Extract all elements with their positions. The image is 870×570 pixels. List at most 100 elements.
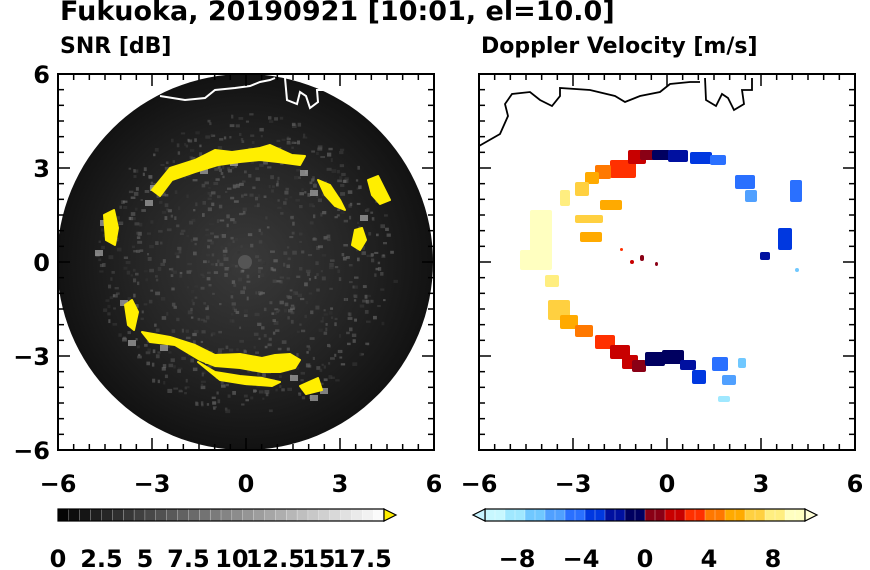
- velocity-echo-cell: [600, 200, 622, 210]
- velocity-colorbar-extend-min: [471, 508, 486, 522]
- snr-colorbar-bin: [296, 508, 309, 522]
- snr-ytick-label: −3: [13, 343, 50, 371]
- velocity-colorbar-bin: [534, 508, 546, 522]
- velocity-colorbar-extend-max: [804, 508, 819, 522]
- snr-colorbar-bin: [220, 508, 233, 522]
- velocity-echo-cell: [710, 155, 726, 165]
- snr-colorbar-bin: [340, 508, 352, 522]
- snr-xtick-label: 3: [332, 470, 349, 498]
- velocity-colorbar-bin: [754, 508, 766, 522]
- velocity-echo-cell: [645, 352, 665, 366]
- velocity-echo-cell: [575, 182, 589, 196]
- velocity-xtick-label: −6: [461, 470, 498, 498]
- snr-colorbar-bin: [101, 508, 113, 522]
- snr-ytick-label: 3: [33, 155, 50, 183]
- velocity-echo-cell: [668, 150, 688, 162]
- snr-colorbar-bin: [90, 508, 102, 522]
- velocity-colorbar-bin: [794, 508, 806, 522]
- radar-site-marker: [238, 255, 252, 269]
- velocity-panel-title: Doppler Velocity [m/s]: [481, 34, 758, 59]
- velocity-xtick-label: −3: [555, 470, 592, 498]
- snr-colorbar-bin: [144, 508, 157, 522]
- velocity-echo-cell: [680, 360, 696, 370]
- velocity-coastline-port: [704, 77, 753, 112]
- velocity-echo-cell: [620, 248, 623, 251]
- velocity-echo-cell: [575, 215, 603, 223]
- velocity-echo-cell: [580, 232, 602, 242]
- snr-colorbar-bin: [57, 508, 70, 522]
- velocity-echo-cell: [778, 228, 792, 250]
- velocity-echo-cell: [595, 335, 615, 349]
- snr-colorbar-extend-max: [383, 508, 398, 522]
- snr-axis-ticks: −6 −3 0 3 6 −6 −3 0 3 6: [13, 61, 442, 498]
- velocity-colorbar-bin: [504, 508, 516, 522]
- velocity-echo-cell: [718, 396, 730, 402]
- snr-colorbar-bin: [372, 508, 385, 522]
- velocity-echo-cell: [662, 350, 684, 364]
- snr-colorbar-label: 17.5: [333, 545, 392, 570]
- figure-title: Fukuoka, 20190921 [10:01, el=10.0]: [60, 0, 615, 27]
- snr-colorbar-bin: [177, 508, 189, 522]
- velocity-colorbar-bin: [484, 508, 496, 522]
- snr-coastline-port: [284, 77, 327, 110]
- snr-colorbar-bin: [112, 508, 124, 522]
- velocity-echo-cell: [520, 250, 536, 270]
- snr-colorbar-bin: [351, 508, 363, 522]
- velocity-colorbar-bin: [704, 508, 716, 522]
- velocity-xtick-label: 6: [847, 470, 864, 498]
- velocity-echo-cell: [630, 260, 634, 264]
- snr-colorbar-label: 2.5: [80, 545, 123, 570]
- velocity-echo-cell: [610, 160, 636, 178]
- velocity-echo-cell: [690, 152, 712, 164]
- velocity-colorbar-bin: [564, 508, 576, 522]
- velocity-colorbar-bin: [494, 508, 506, 522]
- snr-colorbar-bin: [79, 508, 92, 522]
- velocity-colorbar-bin: [664, 508, 676, 522]
- snr-xtick-label: 6: [426, 470, 443, 498]
- velocity-colorbar-bin: [554, 508, 566, 522]
- velocity-colorbar-label: −4: [563, 545, 600, 570]
- snr-colorbar-bin: [155, 508, 168, 522]
- snr-colorbar-bin: [188, 508, 200, 522]
- velocity-panel: −6 −3 0 3 6: [461, 73, 864, 498]
- velocity-colorbar-label: 4: [701, 545, 718, 570]
- velocity-colorbar-bin: [744, 508, 756, 522]
- snr-colorbar-bin: [123, 508, 135, 522]
- snr-colorbar-bin: [307, 508, 320, 522]
- velocity-colorbar-bin: [634, 508, 646, 522]
- snr-panel-title: SNR [dB]: [60, 34, 172, 59]
- snr-xtick-label: 0: [238, 470, 255, 498]
- snr-colorbar-label: 10: [215, 545, 248, 570]
- snr-ytick-label: −6: [13, 437, 50, 465]
- velocity-colorbar-bin: [624, 508, 636, 522]
- snr-colorbar-bin: [253, 508, 265, 522]
- velocity-echo-cell: [585, 172, 599, 184]
- velocity-echoes: [520, 150, 802, 402]
- velocity-colorbar-bin: [674, 508, 686, 522]
- velocity-echo-cell: [735, 175, 755, 189]
- snr-colorbar-bin: [231, 508, 244, 522]
- velocity-echo-cell: [760, 252, 770, 260]
- snr-colorbar-bin: [275, 508, 287, 522]
- velocity-echo-cell: [795, 268, 799, 272]
- snr-colorbar-label: 5: [137, 545, 154, 570]
- velocity-colorbar-bin: [544, 508, 556, 522]
- velocity-echo-cell: [575, 325, 593, 337]
- velocity-colorbar-bin: [594, 508, 606, 522]
- velocity-colorbar-bin: [654, 508, 666, 522]
- velocity-colorbar-bin: [734, 508, 746, 522]
- snr-texture: [95, 113, 398, 414]
- snr-ytick-label: 6: [33, 61, 50, 89]
- snr-colorbar-bin: [329, 508, 341, 522]
- snr-colorbar-bin: [133, 508, 146, 522]
- velocity-colorbar-bin: [584, 508, 596, 522]
- velocity-colorbar-bin: [524, 508, 536, 522]
- velocity-echo-cell: [560, 315, 578, 329]
- velocity-echo-cell: [655, 262, 658, 266]
- velocity-axis-ticks: −6 −3 0 3 6: [461, 73, 864, 498]
- snr-xtick-label: −6: [40, 470, 77, 498]
- velocity-echo-cell: [738, 358, 746, 368]
- velocity-colorbar-bin: [724, 508, 736, 522]
